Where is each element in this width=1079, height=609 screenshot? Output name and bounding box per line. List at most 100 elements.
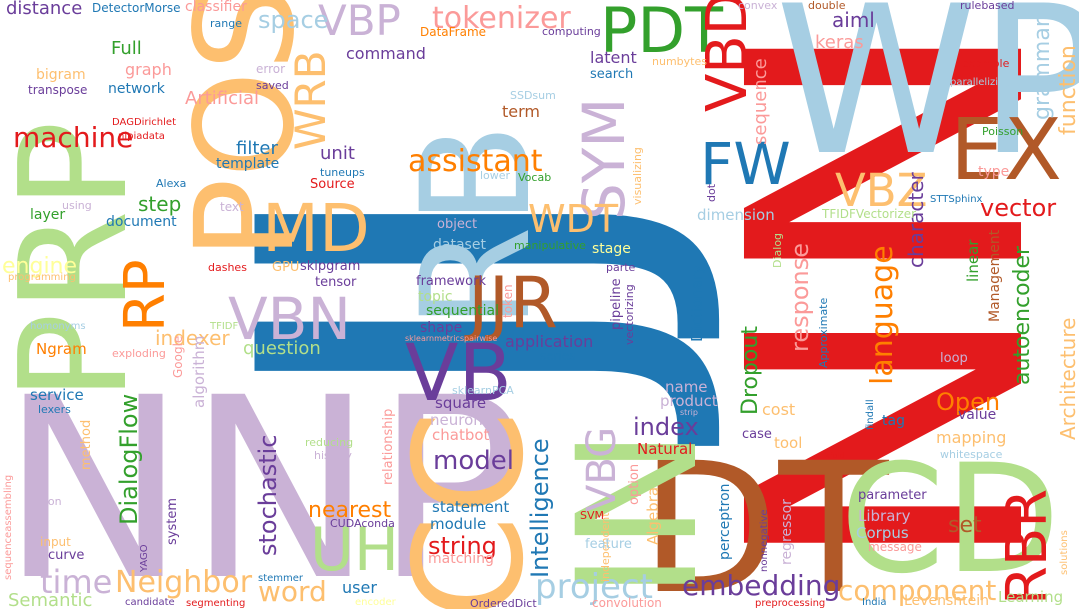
word-tag: tag [882,413,905,429]
word-vbp: VBP [318,0,401,45]
word-curve: curve [48,548,85,563]
word-tuneups: tuneups [320,166,365,179]
word-model: model [433,446,514,476]
word-CUDAconda: CUDAconda [330,517,395,530]
word-relationship: relationship [381,408,396,485]
word-TFIDFVectorizer: TFIDFVectorizer [822,207,917,221]
word-nlpiadata: nlpiadata [118,131,165,142]
word-layer: layer [30,207,66,223]
word-response: response [786,242,814,352]
word-text: text [220,200,244,214]
word-using: using [62,199,92,212]
word-index: index [633,413,699,441]
word-Vocab: Vocab [518,171,552,184]
word-framework: framework [416,274,487,289]
word-error: error [256,62,286,76]
word-case: case [742,427,772,442]
word-Full: Full [111,38,142,59]
word-Neighbor: Neighbor [115,565,253,600]
word-range: range [210,17,242,30]
word-lexers: lexers [38,403,71,416]
word-homonyms: homonyms [30,321,86,332]
word-pdt: PDT [600,0,724,67]
word-vbg: VBG [579,426,625,512]
word-candidate: candidate [125,597,175,608]
word-Open: Open [936,388,1001,416]
word-Poisson: Poisson [982,125,1024,138]
word-cd: CD [840,433,1061,607]
word-DAGDirichlet: DAGDirichlet [112,117,176,128]
word-dt: DT [640,425,889,609]
word-series: series [540,349,576,363]
word-TFIDF: TFIDF [210,321,239,332]
word-Natural: Natural [637,440,693,458]
word-dimension: dimension [697,206,775,224]
word-Google: Google [171,335,185,378]
word-kfold: kfold [825,451,845,460]
word-YAGO: YAGO [139,544,150,572]
word-OrderedDict: OrderedDict [470,597,537,609]
word-step: step [138,192,182,216]
word-Artificial: Artificial [185,88,260,109]
word-DialogFlow: DialogFlow [115,393,143,525]
word-application: application [505,332,594,351]
word-DataFrame: DataFrame [420,25,487,39]
word-set: set [948,513,982,538]
word-keras: keras [815,32,864,53]
word-sklearnPCA: sklearnPCA [452,384,514,397]
word-string: string [428,532,497,560]
word-tokenizer: tokenizer [432,1,571,36]
word-product: product [660,392,718,410]
word-preprocessing: preprocessing [755,598,826,609]
word-aiml: aiml [832,8,875,32]
word-sklearnmetricspairwise: sklearnmetricspairwise [405,334,498,343]
word-latent: latent [590,48,637,67]
word-saved: saved [256,79,289,92]
word-stage: stage [592,241,631,257]
word-regressor: regressor [779,499,795,565]
word-Alexa: Alexa [156,177,187,190]
word-token: token [501,284,515,318]
word-engine: engine [2,254,78,279]
word-axon: axon [35,495,62,508]
word-square: square [435,394,487,412]
word-machine: machine [13,121,134,154]
word-DetectorMorse: DetectorMorse [92,1,181,15]
word-Approximate: Approximate [817,297,830,368]
word-programming: programming [8,272,76,283]
word-Ngram: Ngram [36,340,87,358]
word-vbn: VBN [228,285,351,353]
word-loop: loop [940,351,968,366]
word-Learning: Learning [998,588,1064,606]
word-indexer: indexer [155,326,230,350]
word-India: India [862,597,887,608]
word-value: value [958,407,997,423]
word-uh: UH [310,515,400,585]
word-graph: graph [125,60,172,79]
word-skipgram: skipgram [300,259,361,274]
word-project: project [535,567,654,607]
word-time: time [40,563,113,601]
word-Algebra: Algebra [644,486,662,545]
word-function: function [1056,45,1079,135]
word-Semantic: Semantic [8,590,93,609]
word-input: input [40,535,71,549]
word-Source: Source [310,177,355,192]
word-transpose: transpose [28,83,88,97]
word-vector: vector [980,194,1057,222]
word-feature: feature [585,537,632,552]
word-dataset: dataset [433,237,486,253]
word-name: name [665,378,708,396]
word-visualizing: visualizing [631,147,644,205]
word-double: double [808,0,846,12]
word-strip: strip [680,408,698,417]
word-search: search [590,67,634,82]
word-lower: lower [480,169,511,182]
word-object: object [437,217,478,232]
word-mapping: mapping [936,428,1007,447]
word-wp: WP [775,0,1079,201]
word-vbz: VBZ [835,164,928,217]
word-component: component [838,574,997,607]
word-shape: shape [420,320,463,336]
word-solutions: solutions [1059,530,1070,575]
